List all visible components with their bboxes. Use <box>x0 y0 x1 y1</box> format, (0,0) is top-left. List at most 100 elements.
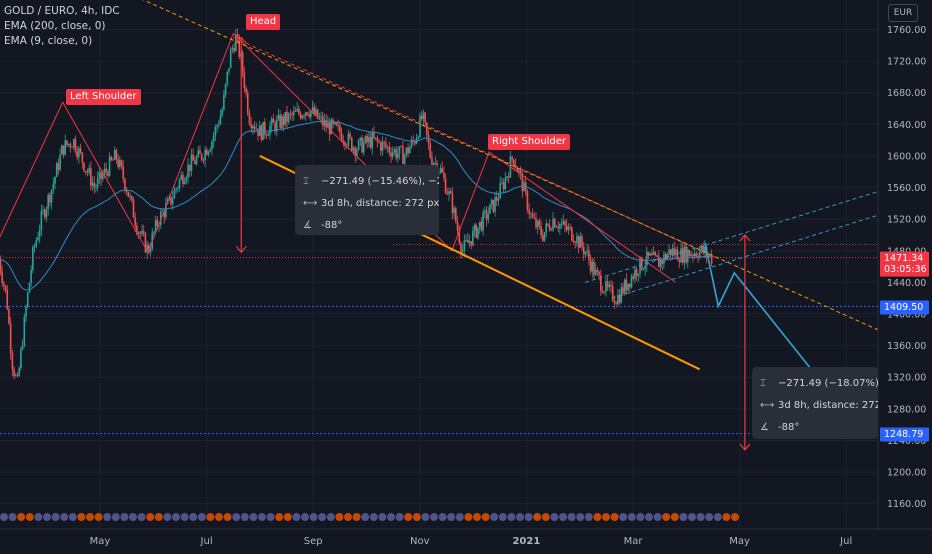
event-marker[interactable] <box>25 513 34 521</box>
event-marker[interactable] <box>206 513 215 521</box>
event-marker[interactable] <box>326 513 335 521</box>
event-marker[interactable] <box>361 513 370 521</box>
event-marker[interactable] <box>550 513 559 521</box>
channel-upper[interactable] <box>611 214 879 299</box>
event-marker[interactable] <box>455 513 464 521</box>
event-marker[interactable] <box>215 513 223 521</box>
event-marker[interactable] <box>154 513 163 521</box>
event-marker[interactable] <box>576 513 585 521</box>
left-shoulder-label[interactable]: Left Shoulder <box>66 89 141 105</box>
event-marker[interactable] <box>498 513 507 521</box>
event-marker[interactable] <box>516 513 524 521</box>
target-price-label[interactable]: 1248.79 <box>884 429 923 440</box>
event-marker[interactable] <box>309 513 318 521</box>
event-marker[interactable] <box>713 513 722 521</box>
event-marker[interactable] <box>395 513 404 521</box>
event-marker[interactable] <box>378 513 387 521</box>
event-marker[interactable] <box>731 513 739 521</box>
head-shoulders-pattern[interactable] <box>0 32 676 283</box>
orange-dashed-trendline[interactable] <box>121 0 879 331</box>
event-marker[interactable] <box>137 513 146 521</box>
event-marker[interactable] <box>387 513 395 521</box>
event-marker[interactable] <box>619 513 628 521</box>
event-marker[interactable] <box>111 513 120 521</box>
event-marker[interactable] <box>369 513 378 521</box>
event-marker[interactable] <box>51 513 60 521</box>
event-marker[interactable] <box>129 513 137 521</box>
event-marker[interactable] <box>94 513 103 521</box>
event-marker[interactable] <box>103 513 112 521</box>
event-marker[interactable] <box>662 513 671 521</box>
event-marker[interactable] <box>653 513 662 521</box>
event-marker[interactable] <box>8 513 17 521</box>
event-marker[interactable] <box>404 513 413 521</box>
event-marker[interactable] <box>473 513 481 521</box>
last-price-label[interactable]: 1471.34 <box>884 253 923 264</box>
event-marker[interactable] <box>567 513 576 521</box>
event-marker[interactable] <box>180 513 189 521</box>
event-marker[interactable] <box>172 513 180 521</box>
event-marker[interactable] <box>266 513 275 521</box>
event-marker[interactable] <box>627 513 636 521</box>
event-marker[interactable] <box>232 513 241 521</box>
event-marker[interactable] <box>645 513 653 521</box>
event-marker[interactable] <box>490 513 499 521</box>
event-marker[interactable] <box>524 513 533 521</box>
support-price-label[interactable]: 1409.50 <box>884 302 923 313</box>
event-marker[interactable] <box>283 513 292 521</box>
event-marker[interactable] <box>705 513 714 521</box>
event-marker[interactable] <box>335 513 344 521</box>
event-marker[interactable] <box>593 513 602 521</box>
event-marker[interactable] <box>447 513 456 521</box>
event-marker[interactable] <box>541 513 550 521</box>
event-marker[interactable] <box>412 513 421 521</box>
event-marker[interactable] <box>68 513 77 521</box>
ema-9-label[interactable]: EMA (9, close, 0) <box>4 35 93 47</box>
event-marker[interactable] <box>421 513 430 521</box>
red-trendline[interactable] <box>233 36 719 260</box>
event-marker[interactable] <box>258 513 266 521</box>
event-marker[interactable] <box>430 513 438 521</box>
symbol-title[interactable]: GOLD / EURO, 4h, IDC <box>4 5 120 17</box>
event-marker[interactable] <box>610 513 619 521</box>
channel-line[interactable] <box>584 191 879 283</box>
event-marker[interactable] <box>584 513 593 521</box>
right-shoulder-label[interactable]: Right Shoulder <box>488 134 571 150</box>
event-marker[interactable] <box>481 513 490 521</box>
event-marker[interactable] <box>292 513 301 521</box>
event-marker[interactable] <box>344 513 352 521</box>
event-marker[interactable] <box>0 513 8 521</box>
event-marker[interactable] <box>301 513 309 521</box>
event-marker[interactable] <box>189 513 198 521</box>
event-marker[interactable] <box>240 513 249 521</box>
event-marker[interactable] <box>120 513 129 521</box>
last-price-label[interactable]: 03:05:36 <box>884 264 927 275</box>
event-marker[interactable] <box>722 513 731 521</box>
event-marker[interactable] <box>86 513 94 521</box>
event-marker[interactable] <box>197 513 206 521</box>
event-marker[interactable] <box>696 513 705 521</box>
event-marker[interactable] <box>559 513 567 521</box>
event-marker[interactable] <box>77 513 86 521</box>
event-marker[interactable] <box>636 513 645 521</box>
head-label[interactable]: Head <box>246 14 281 30</box>
event-marker[interactable] <box>438 513 447 521</box>
projection-path[interactable] <box>704 242 831 394</box>
event-marker[interactable] <box>318 513 327 521</box>
event-marker[interactable] <box>249 513 258 521</box>
measure-tooltip-1[interactable]: ⌶ −271.49 (−15.46%), −271.9 ⟷3d 8h, dista… <box>295 165 439 235</box>
event-marker[interactable] <box>688 513 696 521</box>
event-marker[interactable] <box>464 513 473 521</box>
event-marker[interactable] <box>17 513 26 521</box>
event-marker[interactable] <box>34 513 43 521</box>
currency-button[interactable]: EUR <box>888 4 918 22</box>
event-marker[interactable] <box>163 513 172 521</box>
event-marker[interactable] <box>352 513 361 521</box>
ema-200-label[interactable]: EMA (200, close, 0) <box>4 20 106 32</box>
event-marker[interactable] <box>679 513 688 521</box>
event-marker[interactable] <box>507 513 516 521</box>
measure-tooltip-2[interactable]: ⌶ −271.49 (−18.07%), −27 ⟷3d 8h, distance… <box>752 367 878 439</box>
event-marker[interactable] <box>602 513 610 521</box>
